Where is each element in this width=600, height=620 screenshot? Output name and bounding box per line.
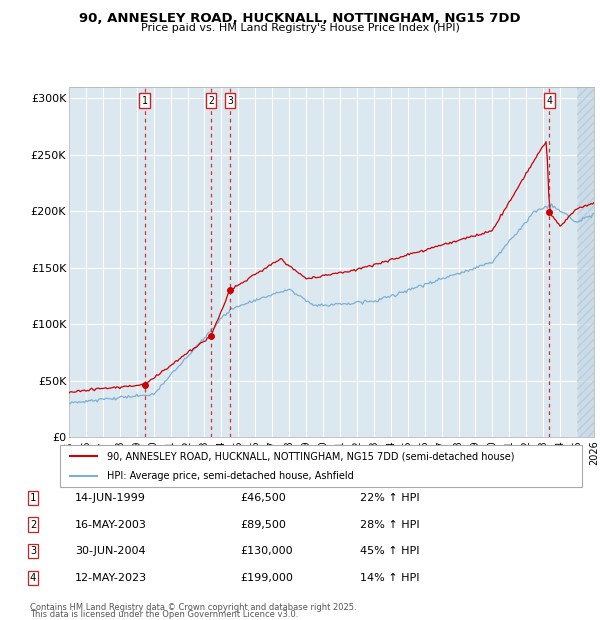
FancyBboxPatch shape	[60, 445, 582, 487]
Text: HPI: Average price, semi-detached house, Ashfield: HPI: Average price, semi-detached house,…	[107, 471, 354, 481]
Text: 14-JUN-1999: 14-JUN-1999	[75, 493, 146, 503]
Text: Contains HM Land Registry data © Crown copyright and database right 2025.: Contains HM Land Registry data © Crown c…	[30, 603, 356, 612]
Text: 4: 4	[547, 95, 553, 105]
Text: 3: 3	[227, 95, 233, 105]
Text: 1: 1	[30, 493, 36, 503]
Text: 45% ↑ HPI: 45% ↑ HPI	[360, 546, 419, 556]
Text: Price paid vs. HM Land Registry's House Price Index (HPI): Price paid vs. HM Land Registry's House …	[140, 23, 460, 33]
Text: £130,000: £130,000	[240, 546, 293, 556]
Text: 12-MAY-2023: 12-MAY-2023	[75, 573, 147, 583]
Text: 4: 4	[30, 573, 36, 583]
Text: £46,500: £46,500	[240, 493, 286, 503]
Text: 14% ↑ HPI: 14% ↑ HPI	[360, 573, 419, 583]
Text: 90, ANNESLEY ROAD, HUCKNALL, NOTTINGHAM, NG15 7DD: 90, ANNESLEY ROAD, HUCKNALL, NOTTINGHAM,…	[79, 12, 521, 25]
Text: 2: 2	[30, 520, 36, 529]
Text: 1: 1	[142, 95, 148, 105]
Text: 3: 3	[30, 546, 36, 556]
Text: 2: 2	[208, 95, 214, 105]
Text: 90, ANNESLEY ROAD, HUCKNALL, NOTTINGHAM, NG15 7DD (semi-detached house): 90, ANNESLEY ROAD, HUCKNALL, NOTTINGHAM,…	[107, 451, 514, 461]
Text: This data is licensed under the Open Government Licence v3.0.: This data is licensed under the Open Gov…	[30, 609, 298, 619]
Text: £199,000: £199,000	[240, 573, 293, 583]
Text: 16-MAY-2003: 16-MAY-2003	[75, 520, 147, 529]
Text: 28% ↑ HPI: 28% ↑ HPI	[360, 520, 419, 529]
Text: 30-JUN-2004: 30-JUN-2004	[75, 546, 146, 556]
Text: 22% ↑ HPI: 22% ↑ HPI	[360, 493, 419, 503]
Text: £89,500: £89,500	[240, 520, 286, 529]
